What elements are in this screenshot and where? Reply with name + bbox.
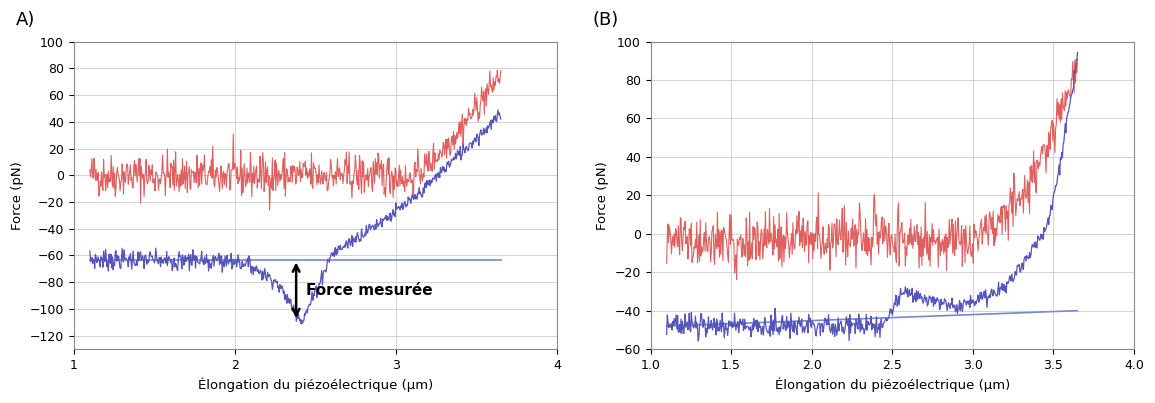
Text: (B): (B) [593, 11, 619, 29]
Text: Force mesurée: Force mesurée [306, 283, 432, 298]
X-axis label: Élongation du piézoélectrique (μm): Élongation du piézoélectrique (μm) [198, 377, 433, 392]
Y-axis label: Force (pN): Force (pN) [596, 161, 609, 230]
Text: A): A) [16, 11, 35, 29]
X-axis label: Élongation du piézoélectrique (μm): Élongation du piézoélectrique (μm) [775, 377, 1009, 392]
Y-axis label: Force (pN): Force (pN) [12, 161, 24, 230]
